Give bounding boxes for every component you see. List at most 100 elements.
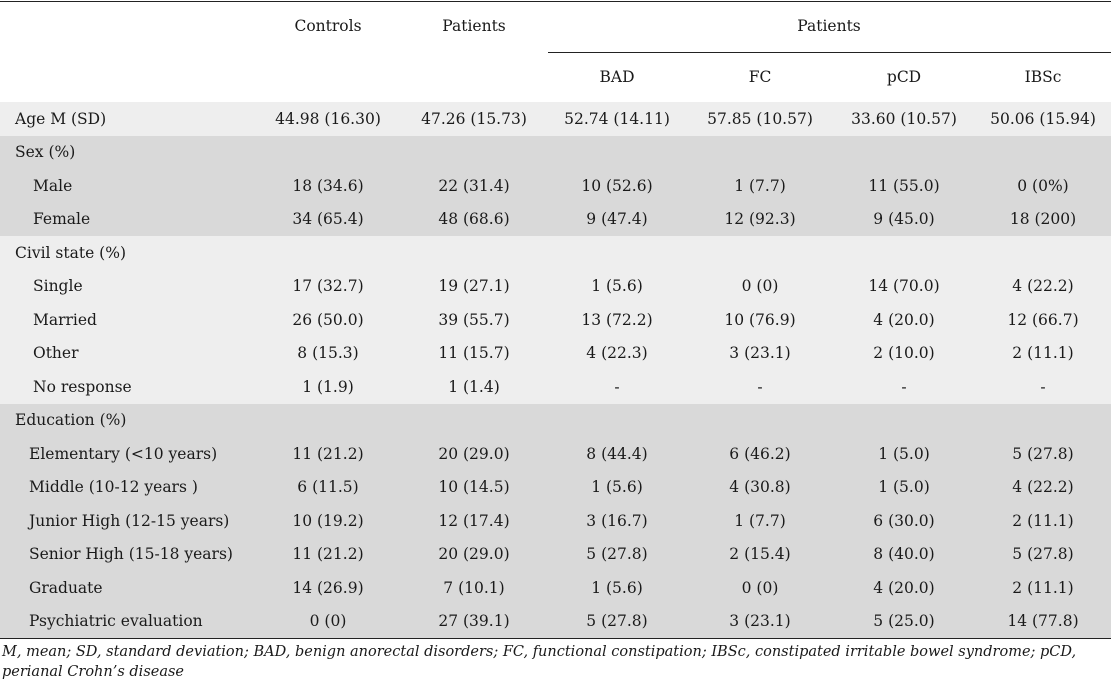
table-cell: 18 (200) [975, 202, 1111, 236]
table-cell: 4 (22.3) [547, 336, 687, 370]
table-cell: 0 (0) [255, 604, 401, 638]
table-cell: 5 (27.8) [547, 604, 687, 638]
table-cell: 34 (65.4) [255, 202, 401, 236]
table-row: Junior High (12-15 years) 10 (19.2) 12 (17… [0, 504, 1111, 538]
patients-group-rule [548, 52, 1111, 53]
table-cell [255, 236, 401, 270]
row-label: Civil state (%) [0, 236, 255, 270]
row-label: Married [0, 303, 255, 337]
row-label: Junior High (12-15 years) [0, 504, 255, 538]
table-row: Elementary (<10 years) 11 (21.2) 20 (29.0)… [0, 437, 1111, 471]
table-cell: 0 (0%) [975, 169, 1111, 203]
table-cell [687, 135, 833, 169]
table-cell: 1 (1.9) [255, 370, 401, 404]
table-cell: 44.98 (16.30) [255, 102, 401, 136]
table-cell: 11 (55.0) [833, 169, 975, 203]
table-cell: 12 (92.3) [687, 202, 833, 236]
table-cell: 7 (10.1) [401, 571, 547, 605]
table-row: Age M (SD) 44.98 (16.30) 47.26 (15.73) 52.7… [0, 102, 1111, 136]
table-row: Female 34 (65.4) 48 (68.6) 9 (47.4) 12 (92.3… [0, 202, 1111, 236]
table-cell: 39 (55.7) [401, 303, 547, 337]
table-cell [401, 403, 547, 437]
table-cell: 4 (30.8) [687, 470, 833, 504]
table-cell: 4 (22.2) [975, 470, 1111, 504]
table-cell: 0 (0) [687, 571, 833, 605]
header-ibsc: IBSc [1024, 68, 1062, 86]
table-cell: 9 (47.4) [547, 202, 687, 236]
table-cell: 8 (15.3) [255, 336, 401, 370]
row-label: Senior High (15-18 years) [0, 537, 255, 571]
table-cell: 14 (77.8) [975, 604, 1111, 638]
row-label: No response [0, 370, 255, 404]
header-empty-cell [255, 52, 401, 102]
demographics-table: Controls Patients Patients BAD FC pCD IB… [0, 0, 1111, 638]
table-cell: 14 (26.9) [255, 571, 401, 605]
table-cell [975, 236, 1111, 270]
table-cell: - [547, 370, 687, 404]
table-cell: 3 (16.7) [547, 504, 687, 538]
table-cell [833, 403, 975, 437]
table-cell: 5 (27.8) [975, 537, 1111, 571]
table-cell: 1 (5.0) [833, 437, 975, 471]
row-label: Female [0, 202, 255, 236]
header-empty-cell [401, 52, 547, 102]
table-cell: 20 (29.0) [401, 437, 547, 471]
table-cell: 2 (11.1) [975, 571, 1111, 605]
header-empty-cell [0, 52, 255, 102]
table-row: Psychiatric evaluation 0 (0) 27 (39.1) 5 (2… [0, 604, 1111, 638]
table-row: Education (%) [0, 403, 1111, 437]
header-patients: Patients [442, 17, 506, 35]
table-row: Married 26 (50.0) 39 (55.7) 13 (72.2) 10 (76… [0, 303, 1111, 337]
table-footnote: M, mean; SD, standard deviation; BAD, be… [2, 644, 1077, 680]
table-cell: - [975, 370, 1111, 404]
row-label: Male [0, 169, 255, 203]
table-cell: 8 (40.0) [833, 537, 975, 571]
table-cell: 1 (5.6) [547, 269, 687, 303]
table-cell: 10 (76.9) [687, 303, 833, 337]
table-cell: 9 (45.0) [833, 202, 975, 236]
table-cell: 5 (27.8) [975, 437, 1111, 471]
table-cell: - [687, 370, 833, 404]
table-cell [975, 135, 1111, 169]
header-empty-cell [0, 0, 255, 52]
table-cell: - [833, 370, 975, 404]
row-label: Single [0, 269, 255, 303]
table-cell: 11 (21.2) [255, 537, 401, 571]
table-cell [547, 236, 687, 270]
table-cell: 2 (11.1) [975, 504, 1111, 538]
table-cell: 12 (66.7) [975, 303, 1111, 337]
table-cell: 1 (5.6) [547, 470, 687, 504]
table-row: Other 8 (15.3) 11 (15.7) 4 (22.3) 3 (23.1) 2 … [0, 336, 1111, 370]
table-cell: 50.06 (15.94) [975, 102, 1111, 136]
table-cell [255, 403, 401, 437]
bottom-rule [0, 638, 1111, 639]
row-label: Other [0, 336, 255, 370]
table-cell: 10 (19.2) [255, 504, 401, 538]
table-cell: 12 (17.4) [401, 504, 547, 538]
table-cell: 5 (25.0) [833, 604, 975, 638]
top-rule [0, 1, 1111, 2]
table-cell: 6 (46.2) [687, 437, 833, 471]
table-cell: 33.60 (10.57) [833, 102, 975, 136]
row-label: Middle (10-12 years ) [0, 470, 255, 504]
table-cell [401, 236, 547, 270]
header-controls: Controls [294, 17, 362, 35]
table-cell: 3 (23.1) [687, 336, 833, 370]
row-label: Psychiatric evaluation [0, 604, 255, 638]
table-row: Single 17 (32.7) 19 (27.1) 1 (5.6) 0 (0) 14 (… [0, 269, 1111, 303]
header-pcd: pCD [886, 68, 922, 86]
table-cell: 57.85 (10.57) [687, 102, 833, 136]
table-cell: 11 (21.2) [255, 437, 401, 471]
table-cell: 6 (11.5) [255, 470, 401, 504]
table-row: Graduate 14 (26.9) 7 (10.1) 1 (5.6) 0 (0) 4 (… [0, 571, 1111, 605]
table-cell [687, 403, 833, 437]
table-cell: 1 (1.4) [401, 370, 547, 404]
table-cell: 4 (22.2) [975, 269, 1111, 303]
header-row-1: Controls Patients Patients [0, 0, 1111, 52]
table-cell: 1 (7.7) [687, 169, 833, 203]
header-row-2: BAD FC pCD IBSc [0, 52, 1111, 102]
table-cell: 13 (72.2) [547, 303, 687, 337]
table-cell: 10 (14.5) [401, 470, 547, 504]
table-row: Middle (10-12 years ) 6 (11.5) 10 (14.5) 1 … [0, 470, 1111, 504]
table-cell: 6 (30.0) [833, 504, 975, 538]
